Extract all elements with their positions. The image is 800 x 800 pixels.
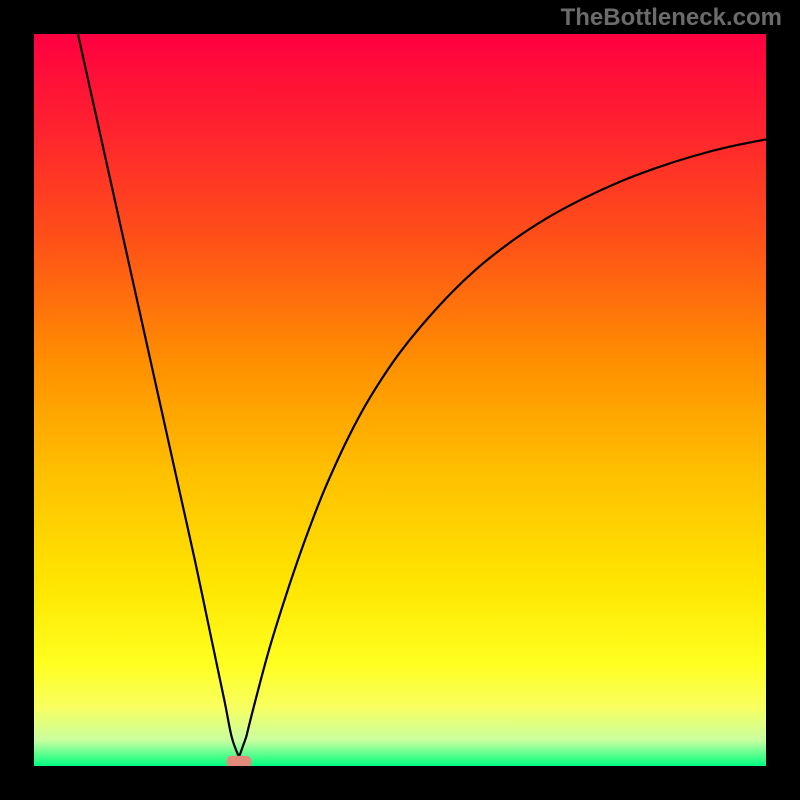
chart-frame: TheBottleneck.com	[0, 0, 800, 800]
notch-marker	[227, 756, 252, 766]
chart-background	[34, 34, 766, 766]
chart-svg	[34, 34, 766, 766]
plot-area	[34, 34, 766, 766]
attribution-text: TheBottleneck.com	[561, 4, 782, 32]
